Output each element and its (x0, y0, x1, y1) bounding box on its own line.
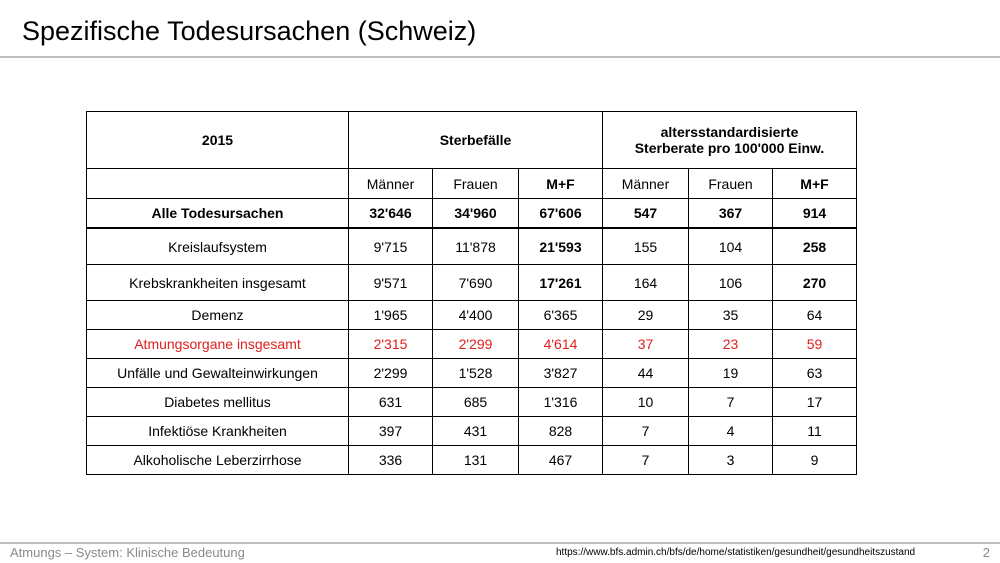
rate-header-line2: Sterberate pro 100'000 Einw. (634, 140, 825, 156)
cell: 59 (772, 329, 857, 359)
cell: 631 (348, 387, 433, 417)
subheader-blank (86, 168, 349, 199)
row-label: Krebskrankheiten insgesamt (86, 264, 349, 301)
row-label: Atmungsorgane insgesamt (86, 329, 349, 359)
table-row: Unfälle und Gewalteinwirkungen 2'299 1'5… (86, 358, 857, 388)
row-label: Demenz (86, 300, 349, 330)
cell: 63 (772, 358, 857, 388)
cell: 9'571 (348, 264, 433, 301)
cell: 37 (602, 329, 689, 359)
cell: 17 (772, 387, 857, 417)
cell: 828 (518, 416, 603, 446)
row-label: Alle Todesursachen (86, 198, 349, 229)
cell: 11'878 (432, 227, 519, 265)
rate-header: altersstandardisierte Sterberate pro 100… (602, 111, 857, 169)
cell: 1'316 (518, 387, 603, 417)
cell: 1'965 (348, 300, 433, 330)
source-url[interactable]: https://www.bfs.admin.ch/bfs/de/home/sta… (556, 547, 916, 558)
cell: 164 (602, 264, 689, 301)
footer-divider (0, 542, 1000, 544)
row-label: Alkoholische Leberzirrhose (86, 445, 349, 475)
subheader-rate-total: M+F (772, 168, 857, 199)
footer-caption: Atmungs – System: Klinische Bedeutung (10, 545, 245, 560)
cell: 34'960 (432, 198, 519, 229)
mortality-table: 2015 Sterbefälle altersstandardisierte S… (86, 111, 857, 475)
cell: 9'715 (348, 227, 433, 265)
cell: 431 (432, 416, 519, 446)
cell: 19 (688, 358, 773, 388)
cell: 258 (772, 227, 857, 265)
cell: 397 (348, 416, 433, 446)
header-row: 2015 Sterbefälle altersstandardisierte S… (86, 111, 857, 169)
cell: 10 (602, 387, 689, 417)
cell: 2'299 (432, 329, 519, 359)
slide-title: Spezifische Todesursachen (Schweiz) (22, 16, 477, 46)
cell: 9 (772, 445, 857, 475)
table-row: Krebskrankheiten insgesamt 9'571 7'690 1… (86, 264, 857, 301)
cell: 367 (688, 198, 773, 229)
row-label: Infektiöse Krankheiten (86, 416, 349, 446)
cell: 17'261 (518, 264, 603, 301)
table-row: Diabetes mellitus 631 685 1'316 10 7 17 (86, 387, 857, 417)
cell: 7 (688, 387, 773, 417)
cell: 23 (688, 329, 773, 359)
rate-header-line1: altersstandardisierte (660, 124, 799, 140)
cell: 3'827 (518, 358, 603, 388)
cell: 35 (688, 300, 773, 330)
cell: 4 (688, 416, 773, 446)
cell: 4'614 (518, 329, 603, 359)
cell: 547 (602, 198, 689, 229)
row-label: Kreislaufsystem (86, 227, 349, 265)
cell: 104 (688, 227, 773, 265)
cell: 914 (772, 198, 857, 229)
cell: 11 (772, 416, 857, 446)
cell: 106 (688, 264, 773, 301)
cell: 3 (688, 445, 773, 475)
deaths-header: Sterbefälle (348, 111, 603, 169)
cell: 29 (602, 300, 689, 330)
cell: 2'299 (348, 358, 433, 388)
cell: 270 (772, 264, 857, 301)
cell: 7'690 (432, 264, 519, 301)
table-row-highlighted: Atmungsorgane insgesamt 2'315 2'299 4'61… (86, 329, 857, 359)
subheader-deaths-total: M+F (518, 168, 603, 199)
year-header: 2015 (86, 111, 349, 169)
total-row: Alle Todesursachen 32'646 34'960 67'606 … (86, 198, 857, 229)
table-row: Demenz 1'965 4'400 6'365 29 35 64 (86, 300, 857, 330)
page-number: 2 (982, 545, 990, 560)
cell: 32'646 (348, 198, 433, 229)
subheader-rate-women: Frauen (688, 168, 773, 199)
title-divider (0, 56, 1000, 58)
cell: 467 (518, 445, 603, 475)
cell: 7 (602, 445, 689, 475)
cell: 4'400 (432, 300, 519, 330)
cell: 21'593 (518, 227, 603, 265)
subheader-rate-men: Männer (602, 168, 689, 199)
row-label: Unfälle und Gewalteinwirkungen (86, 358, 349, 388)
subheader-row: Männer Frauen M+F Männer Frauen M+F (86, 168, 857, 199)
cell: 685 (432, 387, 519, 417)
table-row: Infektiöse Krankheiten 397 431 828 7 4 1… (86, 416, 857, 446)
cell: 155 (602, 227, 689, 265)
cell: 6'365 (518, 300, 603, 330)
cell: 131 (432, 445, 519, 475)
cell: 7 (602, 416, 689, 446)
table-row: Kreislaufsystem 9'715 11'878 21'593 155 … (86, 227, 857, 265)
row-label: Diabetes mellitus (86, 387, 349, 417)
cell: 64 (772, 300, 857, 330)
subheader-deaths-men: Männer (348, 168, 433, 199)
subheader-deaths-women: Frauen (432, 168, 519, 199)
cell: 2'315 (348, 329, 433, 359)
table-row: Alkoholische Leberzirrhose 336 131 467 7… (86, 445, 857, 475)
cell: 336 (348, 445, 433, 475)
cell: 67'606 (518, 198, 603, 229)
cell: 1'528 (432, 358, 519, 388)
cell: 44 (602, 358, 689, 388)
